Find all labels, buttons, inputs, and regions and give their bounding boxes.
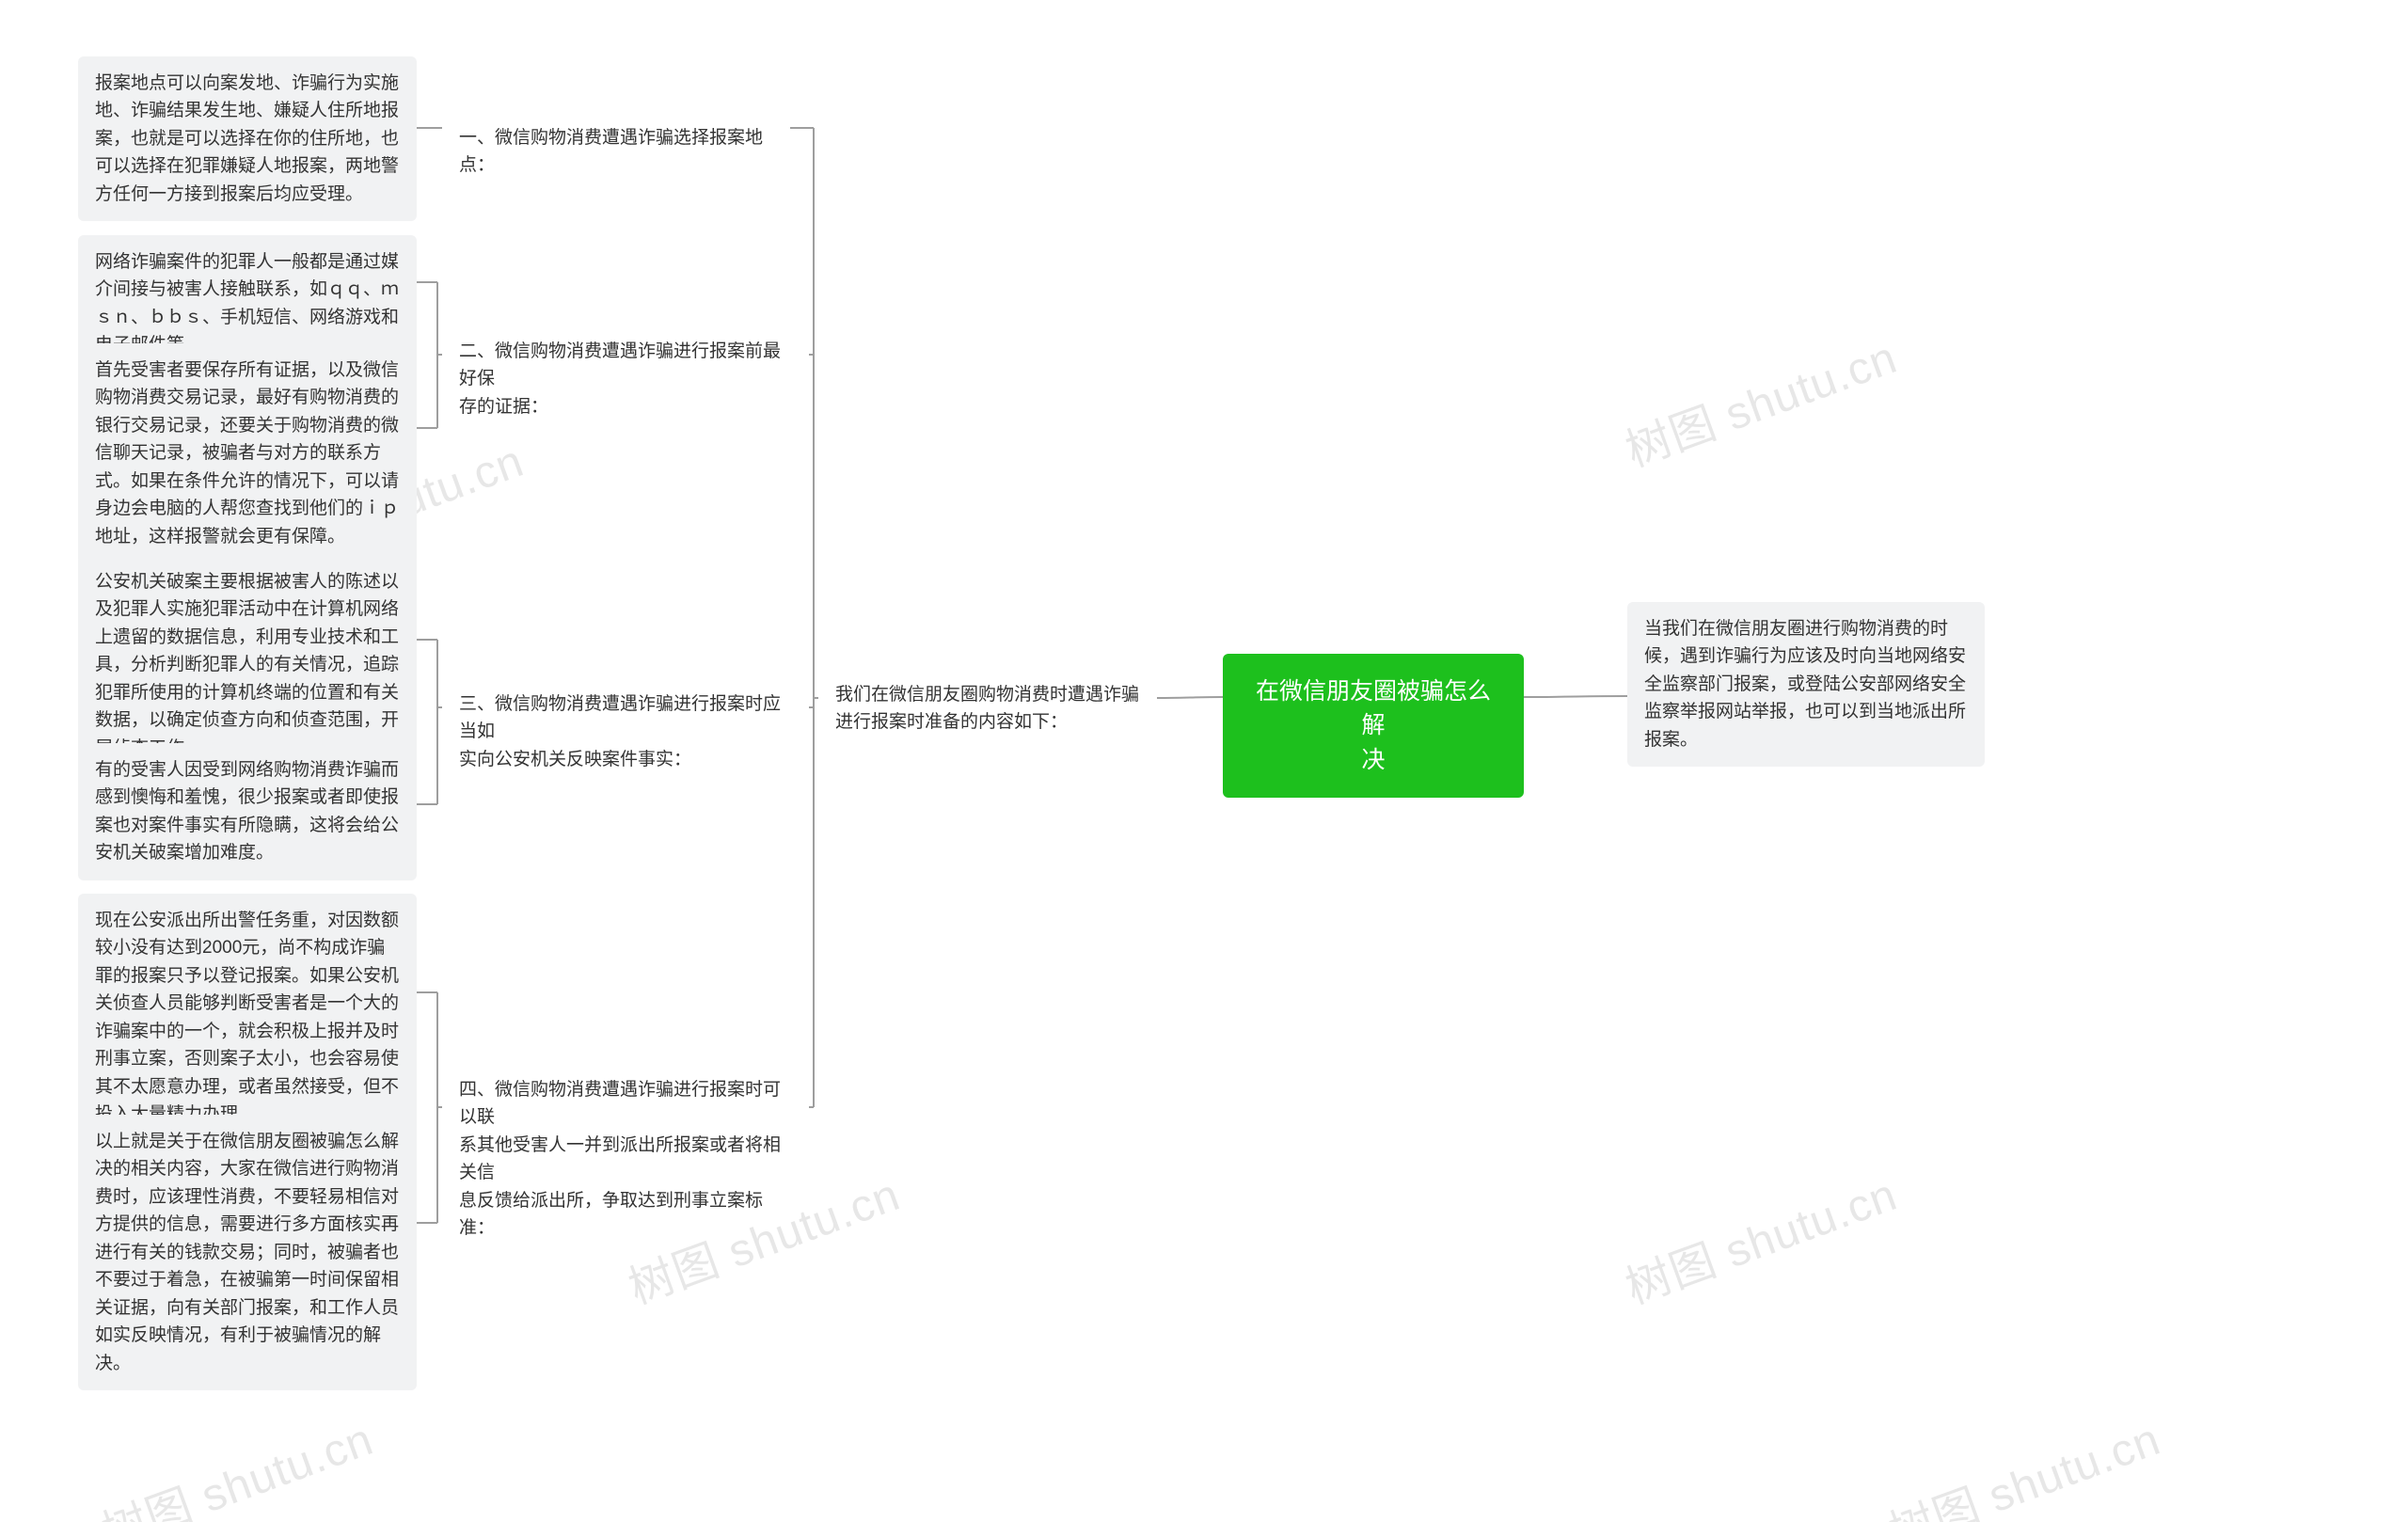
sub-node-2[interactable]: 二、微信购物消费遭遇诈骗进行报案前最好保 存的证据：: [442, 325, 809, 434]
sub-node-3[interactable]: 三、微信购物消费遭遇诈骗进行报案时应当如 实向公安机关反映案件事实：: [442, 677, 809, 786]
watermark: 树图 shutu.cn: [91, 1403, 381, 1522]
leaf-node-2-2[interactable]: 首先受害者要保存所有证据，以及微信购物消费交易记录，最好有购物消费的银行交易记录…: [78, 343, 417, 563]
leaf-node-4-2[interactable]: 以上就是关于在微信朋友圈被骗怎么解决的相关内容，大家在微信进行购物消费时，应该理…: [78, 1115, 417, 1390]
leaf-node-4-1[interactable]: 现在公安派出所出警任务重，对因数额较小没有达到2000元，尚不构成诈骗罪的报案只…: [78, 894, 417, 1142]
watermark: 树图 shutu.cn: [1878, 1403, 2168, 1522]
root-node[interactable]: 在微信朋友圈被骗怎么解 决: [1223, 654, 1524, 798]
leaf-node-3-1[interactable]: 公安机关破案主要根据被害人的陈述以及犯罪人实施犯罪活动中在计算机网络上遗留的数据…: [78, 555, 417, 775]
left-intro-node[interactable]: 我们在微信朋友圈购物消费时遭遇诈骗进行报案时准备的内容如下：: [818, 668, 1157, 750]
leaf-node-1-1[interactable]: 报案地点可以向案发地、诈骗行为实施地、诈骗结果发生地、嫌疑人住所地报案，也就是可…: [78, 56, 417, 221]
sub-node-1[interactable]: 一、微信购物消费遭遇诈骗选择报案地点：: [442, 111, 790, 193]
sub-node-4[interactable]: 四、微信购物消费遭遇诈骗进行报案时可以联 系其他受害人一并到派出所报案或者将相关…: [442, 1063, 809, 1256]
watermark: 树图 shutu.cn: [1615, 321, 1905, 480]
leaf-node-3-2[interactable]: 有的受害人因受到网络购物消费诈骗而感到懊悔和羞愧，很少报案或者即使报案也对案件事…: [78, 743, 417, 880]
watermark: 树图 shutu.cn: [1615, 1158, 1905, 1317]
right-leaf-node[interactable]: 当我们在微信朋友圈进行购物消费的时候，遇到诈骗行为应该及时向当地网络安全监察部门…: [1627, 602, 1985, 767]
